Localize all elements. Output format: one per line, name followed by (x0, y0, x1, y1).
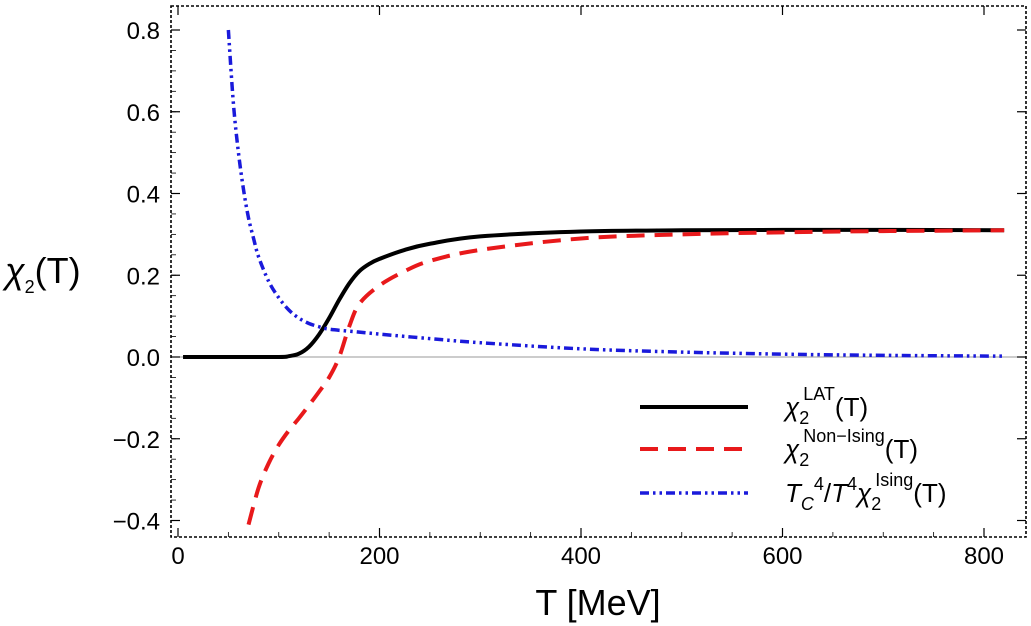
x-axis-title: T [MeV] (535, 582, 660, 623)
series-line-chi2_Ising_scaled (226, 29, 1005, 358)
plot-frame (170, 5, 1027, 538)
y-tick-label: 0.2 (127, 263, 160, 290)
y-axis-title-arg: (T) (35, 250, 81, 291)
legend: χ2LAT(T)χ2Non−Ising(T)TC4/T4χ2Ising(T) (640, 384, 947, 514)
axes: −0.4 −0.2 0.0 0.2 0.4 0.6 0.8 0 200 400 600 800 (113, 5, 1027, 570)
y-tick-label: 0.4 (127, 182, 160, 209)
legend-label-chi2_LAT: χ2LAT(T) (783, 384, 868, 428)
series-line-chi2_LAT (183, 227, 1005, 360)
x-tick-label: 600 (762, 543, 802, 570)
x-tick-label: 400 (561, 543, 601, 570)
series-line-chi2_NonIsing (246, 228, 1005, 526)
y-axis-title: χ2(T) (2, 250, 81, 297)
data-curves (171, 29, 1026, 526)
x-tick-label: 200 (359, 543, 399, 570)
x-tick-label: 800 (964, 543, 1004, 570)
y-tick-label: 0.8 (127, 18, 160, 45)
legend-label-chi2_Ising_scaled: TC4/T4χ2Ising(T) (785, 470, 947, 514)
y-tick-label: 0.6 (127, 100, 160, 127)
y-tick-label: −0.2 (113, 427, 160, 454)
y-axis-title-sub: 2 (25, 277, 35, 297)
y-axis-title-base: χ (2, 250, 26, 291)
y-tick-label: 0.0 (127, 345, 160, 372)
x-tick-label: 0 (171, 543, 184, 570)
legend-label-chi2_NonIsing: χ2Non−Ising(T) (783, 426, 918, 470)
y-tick-label: −0.4 (113, 509, 160, 536)
